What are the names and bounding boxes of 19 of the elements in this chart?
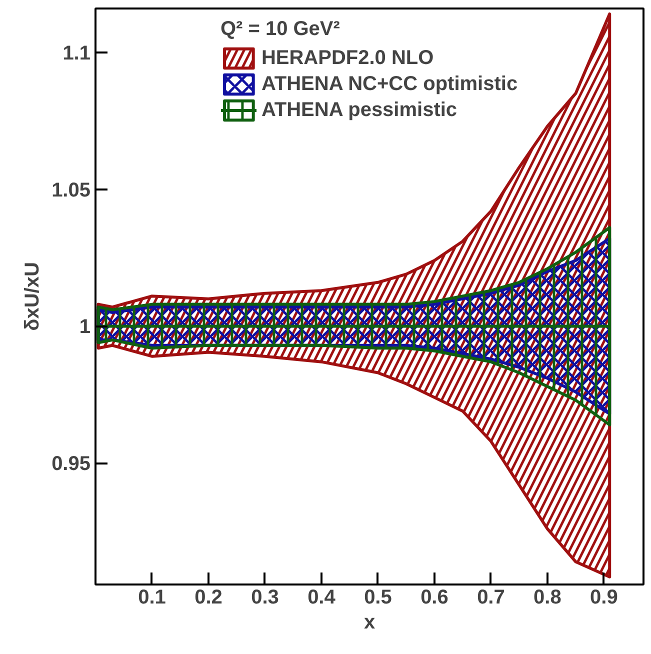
- x-tick-label: 0.4: [308, 586, 336, 608]
- x-tick-label: 0.9: [590, 586, 618, 608]
- x-tick-label: 0.1: [138, 586, 166, 608]
- legend-label: ATHENA NC+CC optimistic: [261, 72, 518, 96]
- y-tick-label: 1.05: [52, 179, 91, 202]
- y-tick-label: 1.1: [62, 42, 91, 64]
- legend-label: ATHENA pessimistic: [261, 98, 458, 122]
- y-tick-label: 1: [79, 316, 90, 338]
- y-tick-label: 0.95: [52, 453, 91, 476]
- legend-title: Q² = 10 GeV²: [220, 18, 341, 41]
- y-axis-title: δxU/xU: [22, 262, 44, 331]
- x-tick-label: 0.6: [420, 586, 448, 608]
- x-tick-label: 0.7: [477, 586, 505, 608]
- x-tick-label: 0.8: [534, 586, 562, 608]
- x-tick-label: 0.2: [194, 586, 222, 608]
- legend-label: HERAPDF2.0 NLO: [261, 46, 434, 70]
- x-tick-label: 0.3: [251, 586, 279, 608]
- x-axis-title: x: [364, 612, 376, 634]
- x-tick-label: 0.5: [364, 586, 392, 608]
